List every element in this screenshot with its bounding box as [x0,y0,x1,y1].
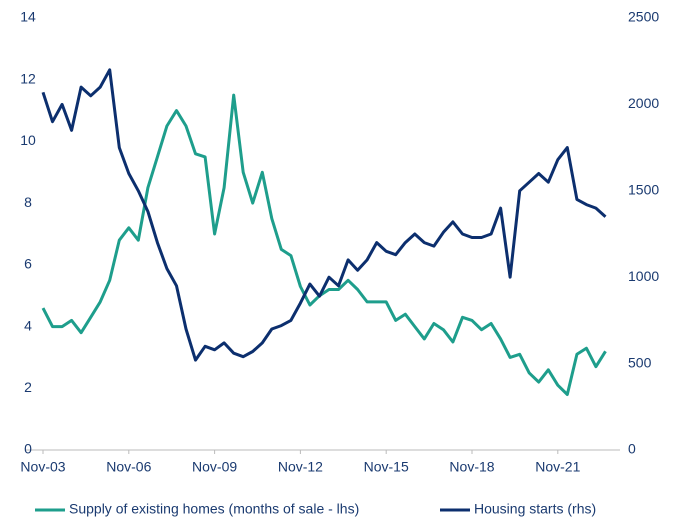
y-tick-label: 0 [24,441,32,457]
y-tick-label: 6 [24,256,32,272]
x-tick-label: Nov-15 [364,459,409,475]
x-tick-label: Nov-09 [192,459,237,475]
y2-tick-label: 1000 [628,268,659,284]
y-tick-label: 10 [20,132,36,148]
legend-label: Housing starts (rhs) [474,501,596,517]
series-line [41,68,607,362]
y2-tick-label: 2000 [628,95,659,111]
y-tick-label: 14 [20,9,36,25]
legend-label: Supply of existing homes (months of sale… [69,501,359,517]
y-tick-label: 2 [24,379,32,395]
x-tick-label: Nov-03 [20,459,65,475]
y-tick-label: 8 [24,194,32,210]
x-tick-label: Nov-18 [449,459,494,475]
x-tick-label: Nov-06 [106,459,151,475]
y-tick-label: 12 [20,70,36,86]
y2-tick-label: 2500 [628,9,659,25]
y-tick-label: 4 [24,317,32,333]
y2-tick-label: 500 [628,354,652,370]
y2-tick-label: 0 [628,441,636,457]
x-tick-label: Nov-21 [535,459,580,475]
series-line [41,93,607,396]
y2-tick-label: 1500 [628,182,659,198]
x-tick-label: Nov-12 [278,459,323,475]
